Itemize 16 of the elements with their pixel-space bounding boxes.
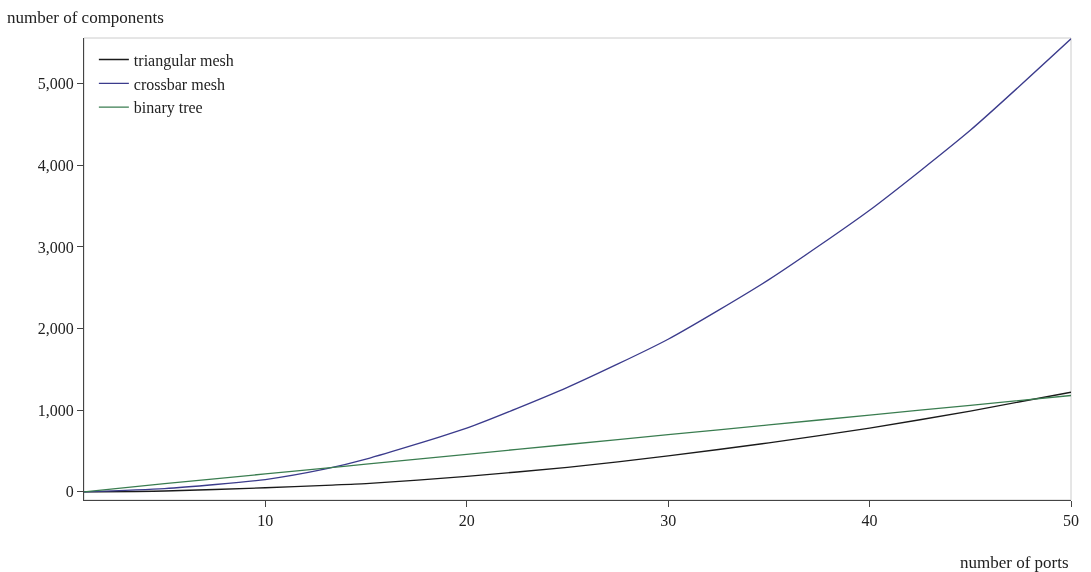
legend-label: binary tree [133,99,203,118]
y-tick-label: 1,000 [37,401,74,419]
legend-label: triangular mesh [133,51,234,70]
y-tick-label: 4,000 [37,156,74,174]
y-tick-label: 5,000 [37,75,74,93]
x-tick-label: 20 [458,512,475,530]
x-tick-label: 50 [1063,512,1079,530]
x-tick-label: 10 [257,512,274,530]
x-axis-title: number of ports [960,553,1069,572]
legend-label: crossbar mesh [133,75,225,93]
x-tick-label: 30 [660,512,677,530]
y-tick-label: 0 [65,483,74,501]
y-tick-label: 2,000 [37,320,74,338]
x-tick-label: 40 [861,512,878,530]
y-tick-label: 3,000 [37,238,74,256]
y-axis-title: number of components [7,8,164,27]
